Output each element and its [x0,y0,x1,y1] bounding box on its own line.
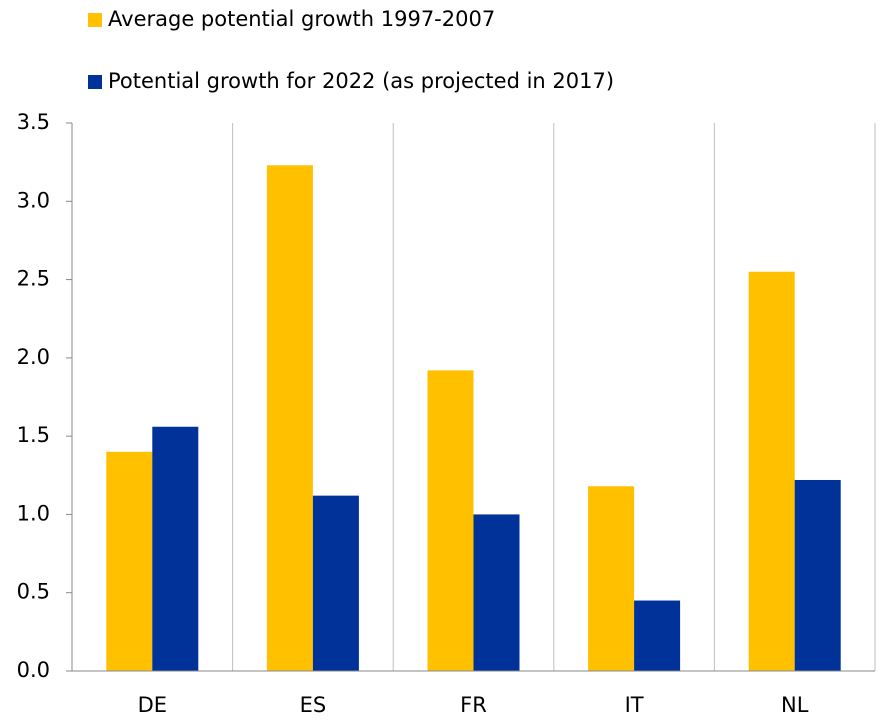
x-tick-label: FR [460,693,487,717]
bar [634,600,681,671]
bar [748,271,795,671]
bar [266,165,313,671]
y-tick-label: 3.5 [17,110,50,134]
bar [152,426,199,671]
legend-swatch [88,13,102,27]
x-tick-label: DE [138,693,167,717]
bar [588,486,635,671]
x-tick-label: IT [625,693,644,717]
bar [312,495,359,671]
y-tick-label: 2.5 [17,267,50,291]
bar [794,479,841,671]
y-tick-label: 0.5 [17,580,50,604]
y-tick-label: 2.0 [17,345,50,369]
x-tick-label: NL [781,693,809,717]
legend-label: Potential growth for 2022 (as projected … [108,69,614,93]
y-tick-label: 1.5 [17,423,50,447]
y-tick-label: 3.0 [17,188,50,212]
x-tick-label: ES [300,693,327,717]
bar [473,514,520,671]
y-tick-label: 1.0 [17,501,50,525]
legend-label: Average potential growth 1997-2007 [108,7,495,31]
y-tick-label: 0.0 [17,658,50,682]
legend-swatch [88,75,102,89]
bar [106,451,153,671]
bar [427,370,474,671]
